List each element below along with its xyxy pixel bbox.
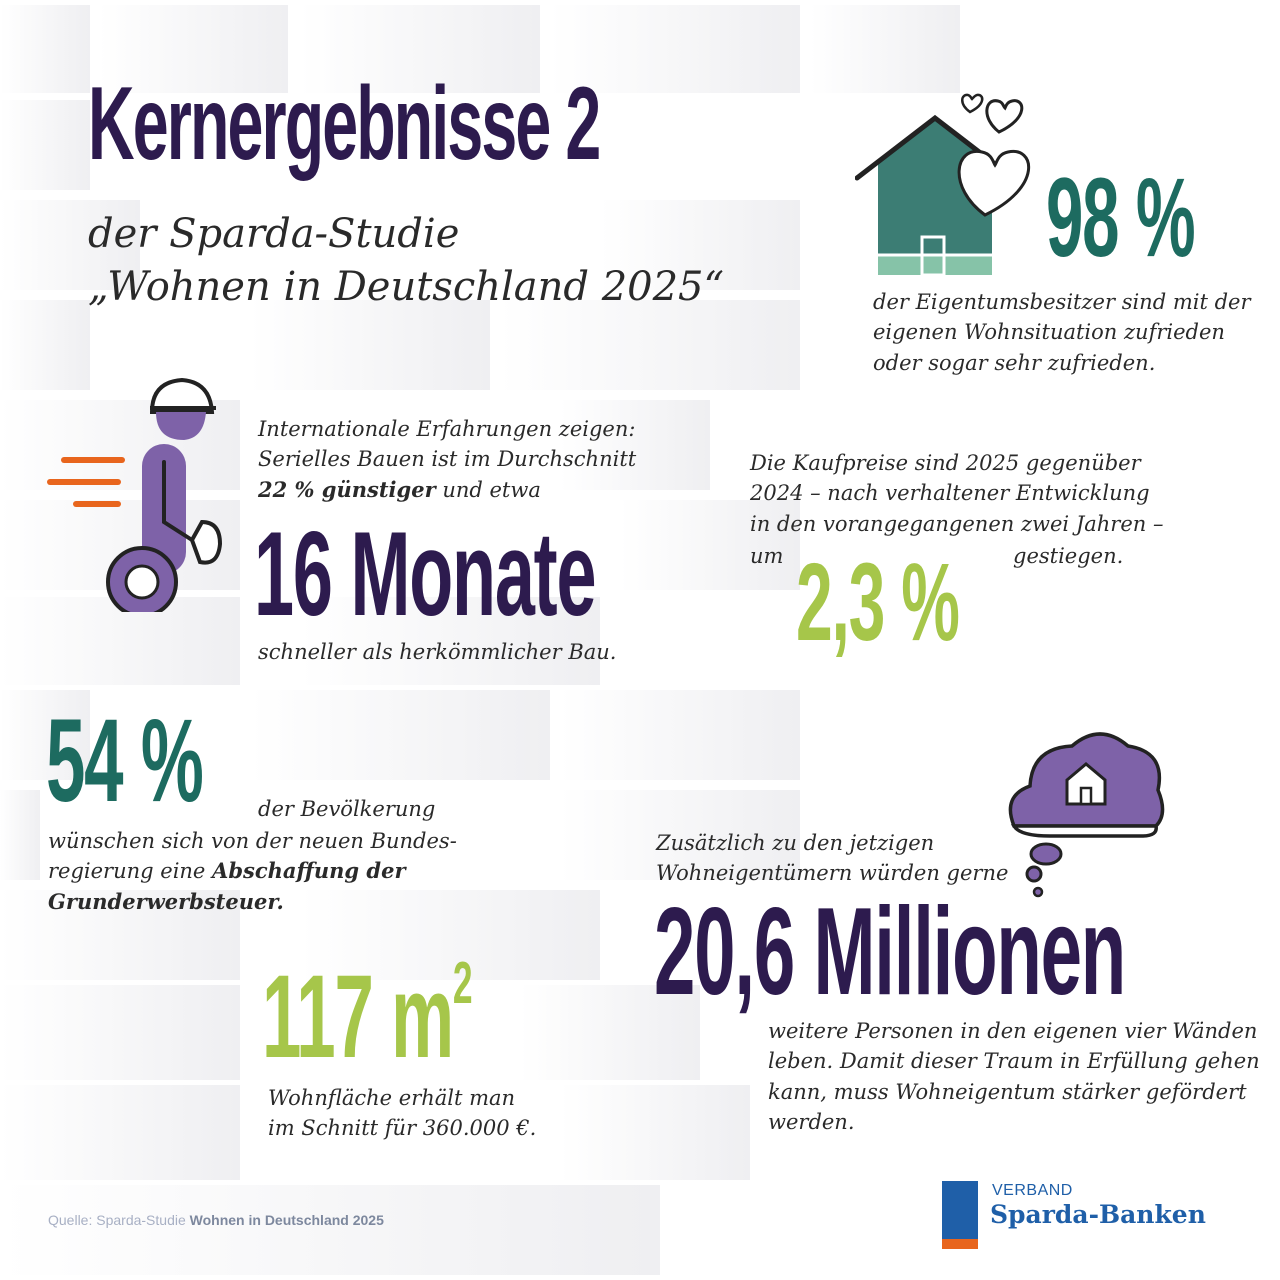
stat-satisfaction-text: der Eigentumsbesitzer sind mit der eigen… xyxy=(873,287,1250,378)
text-fragment: regierung eine xyxy=(48,859,213,884)
highlight-text: 22 % günstiger xyxy=(258,476,436,502)
construction-worker-icon xyxy=(47,377,223,612)
text-line: weitere Personen in den eigenen vier Wän… xyxy=(768,1019,1258,1043)
subtitle-line-2: „Wohnen in Deutschland 2025“ xyxy=(88,263,724,310)
logo-name: Sparda-Banken xyxy=(990,1200,1206,1229)
area-number: 117 m xyxy=(262,951,454,1083)
text-fragment: und etwa xyxy=(435,477,541,502)
stat-area-value: 117 m2 xyxy=(262,954,473,1077)
stat-owners-intro: Zusätzlich zu den jetzigen Wohneigentüme… xyxy=(656,828,1008,889)
text-line: der Eigentumsbesitzer sind mit der xyxy=(873,290,1251,314)
highlight-text: Abschaffung der xyxy=(212,858,406,884)
stat-prices-suffix: gestiegen. xyxy=(1013,544,1124,568)
text-line: werden. xyxy=(768,1110,855,1135)
text-line: eigenen Wohnsituation zufrieden xyxy=(873,320,1225,345)
stat-tax-value: 54 % xyxy=(46,695,204,827)
stat-owners-value: 20,6 Millionen xyxy=(654,883,1126,1021)
stat-serial-outro: schneller als herkömmlicher Bau. xyxy=(258,640,617,664)
stat-serial-value: 16 Monate xyxy=(254,507,596,641)
stat-serial-intro: Internationale Erfahrungen zeigen: Serie… xyxy=(258,414,636,505)
stat-tax-label: der Bevölkerung xyxy=(258,797,436,821)
text-line: im Schnitt für 360.000 €. xyxy=(268,1116,537,1141)
source-prefix: Quelle: Sparda-Studie xyxy=(48,1212,190,1228)
thought-cloud-house-icon xyxy=(1008,732,1165,898)
stat-tax-text: wünschen sich von der neuen Bundes- regi… xyxy=(48,826,457,917)
text-line: Internationale Erfahrungen zeigen: xyxy=(258,417,636,441)
text-line: Wohnfläche erhält man xyxy=(268,1086,516,1110)
text-line: in den vorangegangenen zwei Jahren – xyxy=(750,511,1164,536)
stat-area-text: Wohnfläche erhält man im Schnitt für 360… xyxy=(268,1083,536,1144)
text-line: Die Kaufpreise sind 2025 gegenüber xyxy=(750,451,1141,475)
text-line: Wohneigentümern würden gerne xyxy=(656,861,1009,886)
text-line: leben. Damit dieser Traum in Erfüllung g… xyxy=(768,1049,1260,1074)
text-line: regierung eine Abschaffung der xyxy=(48,856,457,886)
text-line: Serielles Bauen ist im Durchschnitt xyxy=(258,447,637,472)
stat-prices-value: 2,3 % xyxy=(796,541,960,664)
subtitle-line-1: der Sparda-Studie xyxy=(88,211,460,257)
text-line: kann, muss Wohneigentum stärker geförder… xyxy=(768,1079,1247,1104)
stat-prices-prefix: um xyxy=(750,544,784,568)
area-superscript: 2 xyxy=(452,950,473,1016)
subtitle: der Sparda-Studie „Wohnen in Deutschland… xyxy=(88,208,724,314)
page-title: Kernergebnisse 2 xyxy=(88,66,601,182)
stat-satisfaction-value: 98 % xyxy=(1046,155,1196,280)
highlight-text: Grunderwerbsteuer. xyxy=(48,888,284,914)
logo-verband: VERBAND xyxy=(992,1182,1073,1199)
house-hearts-icon xyxy=(855,93,1030,277)
text-line: wünschen sich von der neuen Bundes- xyxy=(48,829,457,853)
sparda-logo-mark xyxy=(942,1181,978,1249)
text-line: 2024 – nach verhaltener Entwicklung xyxy=(750,481,1150,506)
text-line: oder sogar sehr zufrieden. xyxy=(873,350,1156,375)
text-line: 22 % günstiger und etwa xyxy=(258,475,636,505)
stat-prices-text: Die Kaufpreise sind 2025 gegenüber 2024 … xyxy=(750,448,1163,539)
text-line: Zusätzlich zu den jetzigen xyxy=(656,831,935,855)
source-title: Wohnen in Deutschland 2025 xyxy=(189,1212,384,1228)
stat-owners-text: weitere Personen in den eigenen vier Wän… xyxy=(768,1016,1260,1138)
source-note: Quelle: Sparda-Studie Wohnen in Deutschl… xyxy=(48,1212,384,1228)
